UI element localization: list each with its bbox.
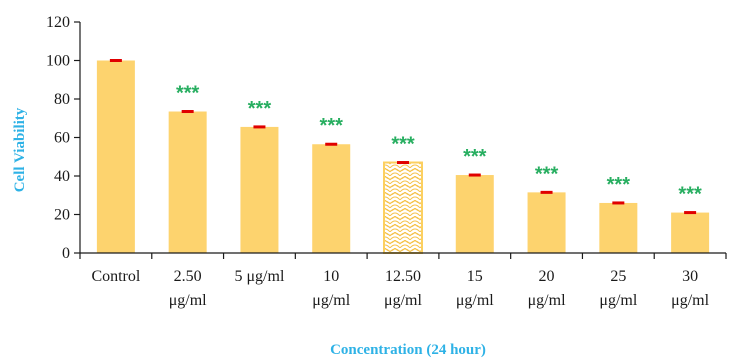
y-axis-title: Cell Viability	[12, 107, 28, 192]
x-tick-label-3: 10 μg/ml	[312, 268, 350, 309]
y-tick-label-3: 60	[54, 130, 70, 147]
x-tick-line: μg/ml	[169, 292, 207, 309]
bar-4	[383, 161, 423, 254]
bar-8	[671, 212, 710, 253]
error-bar-7	[612, 201, 625, 205]
error-bar-1	[181, 110, 194, 114]
x-tick-label-6: 20 μg/ml	[528, 268, 566, 309]
x-tick-line: μg/ml	[599, 292, 637, 309]
significance-label-3: ***	[320, 115, 344, 137]
x-tick-label-0: Control	[91, 268, 140, 285]
error-bar-0	[109, 59, 122, 62]
error-bar-4	[397, 161, 409, 165]
y-tick-label-4: 80	[54, 91, 70, 108]
x-tick-line: 10	[323, 268, 339, 285]
bar-5	[455, 175, 494, 253]
bar-0	[96, 60, 135, 253]
x-tick-label-8: 30 μg/ml	[671, 268, 709, 309]
bar-6	[527, 192, 566, 253]
x-tick-line: Control	[91, 268, 140, 285]
significance-label-6: ***	[535, 163, 559, 185]
error-bar-2	[253, 125, 266, 129]
x-tick-line: 2.50	[174, 268, 202, 285]
x-tick-line: 12.50	[385, 268, 421, 285]
x-tick-line: μg/ml	[312, 292, 350, 309]
significance-label-2: ***	[248, 98, 272, 120]
x-tick-line: 5 μg/ml	[234, 268, 284, 285]
x-tick-label-7: 25 μg/ml	[599, 268, 637, 309]
significance-label-4: ***	[391, 134, 415, 156]
x-tick-line: 25	[610, 268, 626, 285]
significance-label-7: ***	[607, 174, 631, 196]
y-tick-label-0: 0	[62, 245, 70, 262]
significance-label-5: ***	[463, 146, 487, 168]
y-tick-label-5: 100	[46, 53, 70, 70]
bar-1	[168, 111, 207, 253]
x-tick-line: μg/ml	[671, 292, 709, 309]
y-tick-label-6: 120	[46, 14, 70, 31]
error-bar-5	[468, 173, 481, 177]
y-tick-label-2: 40	[54, 168, 70, 185]
x-tick-label-5: 15 μg/ml	[456, 268, 494, 309]
x-tick-label-2: 5 μg/ml	[234, 268, 284, 285]
x-tick-line: 20	[539, 268, 555, 285]
significance-label-8: ***	[678, 184, 702, 206]
x-tick-line: μg/ml	[528, 292, 566, 309]
x-tick-line: 30	[682, 268, 698, 285]
x-tick-label-4: 12.50 μg/ml	[384, 268, 422, 309]
x-tick-line: 15	[467, 268, 483, 285]
x-axis-title: Concentration (24 hour)	[330, 342, 486, 358]
y-tick-label-1: 20	[54, 207, 70, 224]
error-bar-8	[684, 211, 697, 215]
significance-label-1: ***	[176, 83, 200, 105]
x-tick-label-1: 2.50 μg/ml	[169, 268, 207, 309]
bar-3	[312, 144, 351, 253]
error-bar-3	[325, 142, 338, 146]
x-tick-line: μg/ml	[384, 292, 422, 309]
bar-2	[240, 126, 279, 253]
x-tick-line: μg/ml	[456, 292, 494, 309]
error-bar-6	[540, 190, 553, 194]
bar-7	[599, 202, 638, 253]
